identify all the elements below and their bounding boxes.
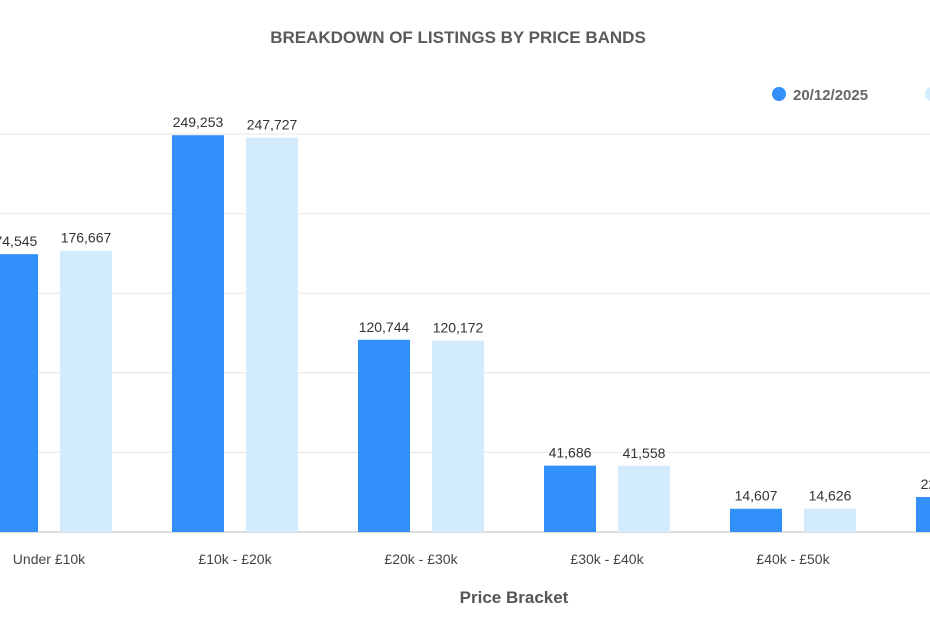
data-label: 41,686 [549, 445, 592, 461]
legend-label-series-1[interactable]: 20/12/2025 [793, 87, 868, 104]
legend-marker-series-1 [772, 87, 786, 101]
bar-series-2 [246, 137, 298, 532]
legend[interactable]: 20/12/2025 [772, 87, 930, 104]
bar-series-2 [432, 340, 484, 532]
chart-title: BREAKDOWN OF LISTINGS BY PRICE BANDS [270, 28, 646, 47]
bar-series-2 [60, 250, 112, 532]
bars [0, 135, 930, 533]
bar-series-1 [730, 508, 782, 532]
x-tick-label: £30k - £40k [570, 551, 644, 567]
data-label: 22,000 [921, 476, 930, 492]
data-label: 41,558 [623, 445, 666, 461]
x-tick-label: £40k - £50k [756, 551, 830, 567]
data-labels: 174,545 176,667 249,253 247,727 120,744 120,1… [0, 114, 930, 504]
data-label: 120,172 [433, 320, 484, 336]
data-label: 14,626 [809, 488, 852, 504]
x-axis-title: Price Bracket [460, 588, 569, 607]
bar-series-1 [916, 496, 930, 532]
data-label: 14,607 [735, 488, 778, 504]
data-label: 120,744 [359, 319, 410, 335]
x-tick-label: £10k - £20k [198, 551, 272, 567]
bar-series-1 [358, 339, 410, 532]
data-label: 249,253 [173, 114, 224, 130]
x-tick-labels: Under £10k £10k - £20k £20k - £30k £30k - £… [13, 551, 831, 567]
data-label: 176,667 [61, 230, 112, 246]
data-label: 174,545 [0, 233, 38, 249]
x-tick-label: £20k - £30k [384, 551, 458, 567]
bar-series-1 [544, 465, 596, 532]
bar-series-2 [618, 465, 670, 532]
bar-series-1 [0, 254, 38, 532]
x-tick-label: Under £10k [13, 551, 86, 567]
data-label: 247,727 [247, 117, 298, 133]
legend-marker-series-2 [925, 87, 930, 101]
bar-series-2 [804, 508, 856, 532]
bar-series-1 [172, 135, 224, 533]
